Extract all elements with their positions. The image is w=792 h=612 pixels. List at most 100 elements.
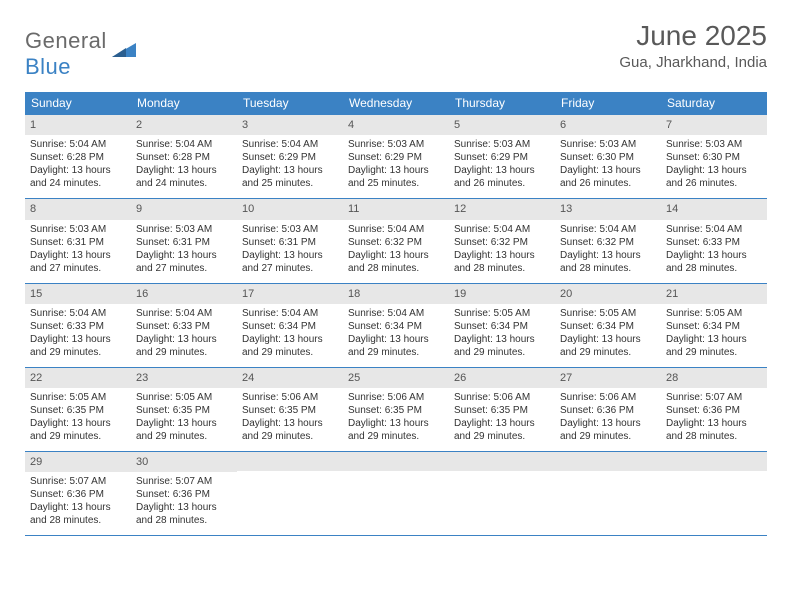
sunset-text: Sunset: 6:30 PM: [560, 151, 656, 164]
sunset-text: Sunset: 6:36 PM: [560, 404, 656, 417]
daylight-text: Daylight: 13 hours and 28 minutes.: [136, 501, 232, 527]
weekday-header: Monday: [131, 92, 237, 114]
sunset-text: Sunset: 6:35 PM: [242, 404, 338, 417]
day-number: 23: [131, 368, 237, 388]
day-number: 11: [343, 199, 449, 219]
sunset-text: Sunset: 6:28 PM: [136, 151, 232, 164]
sunrise-text: Sunrise: 5:04 AM: [666, 223, 762, 236]
sunset-text: Sunset: 6:33 PM: [30, 320, 126, 333]
sunrise-text: Sunrise: 5:07 AM: [30, 475, 126, 488]
weekday-header-row: SundayMondayTuesdayWednesdayThursdayFrid…: [25, 92, 767, 114]
daylight-text: Daylight: 13 hours and 29 minutes.: [560, 333, 656, 359]
day-number: 30: [131, 452, 237, 472]
weekday-header: Tuesday: [237, 92, 343, 114]
day-cell: 22Sunrise: 5:05 AMSunset: 6:35 PMDayligh…: [25, 368, 131, 451]
day-body: Sunrise: 5:03 AMSunset: 6:29 PMDaylight:…: [449, 135, 555, 198]
week-row: 22Sunrise: 5:05 AMSunset: 6:35 PMDayligh…: [25, 367, 767, 451]
daylight-text: Daylight: 13 hours and 28 minutes.: [560, 249, 656, 275]
day-body: Sunrise: 5:03 AMSunset: 6:31 PMDaylight:…: [131, 220, 237, 283]
day-body: Sunrise: 5:05 AMSunset: 6:34 PMDaylight:…: [661, 304, 767, 367]
day-cell: 24Sunrise: 5:06 AMSunset: 6:35 PMDayligh…: [237, 368, 343, 451]
logo: General Blue: [25, 28, 136, 80]
day-number: 13: [555, 199, 661, 219]
logo-text-blue: Blue: [25, 54, 71, 79]
empty-day-header: [343, 452, 449, 471]
sunset-text: Sunset: 6:35 PM: [348, 404, 444, 417]
sunset-text: Sunset: 6:33 PM: [136, 320, 232, 333]
day-number: 28: [661, 368, 767, 388]
day-cell: 5Sunrise: 5:03 AMSunset: 6:29 PMDaylight…: [449, 115, 555, 198]
day-cell: 18Sunrise: 5:04 AMSunset: 6:34 PMDayligh…: [343, 284, 449, 367]
daylight-text: Daylight: 13 hours and 29 minutes.: [666, 333, 762, 359]
daylight-text: Daylight: 13 hours and 29 minutes.: [30, 417, 126, 443]
sunset-text: Sunset: 6:34 PM: [348, 320, 444, 333]
daylight-text: Daylight: 13 hours and 29 minutes.: [560, 417, 656, 443]
day-body: Sunrise: 5:03 AMSunset: 6:30 PMDaylight:…: [555, 135, 661, 198]
sunrise-text: Sunrise: 5:03 AM: [136, 223, 232, 236]
empty-day-header: [661, 452, 767, 471]
month-title: June 2025: [619, 20, 767, 52]
sunrise-text: Sunrise: 5:04 AM: [30, 138, 126, 151]
day-body: Sunrise: 5:04 AMSunset: 6:33 PMDaylight:…: [661, 220, 767, 283]
sunset-text: Sunset: 6:29 PM: [348, 151, 444, 164]
day-body: Sunrise: 5:07 AMSunset: 6:36 PMDaylight:…: [131, 472, 237, 535]
day-number: 27: [555, 368, 661, 388]
day-number: 18: [343, 284, 449, 304]
day-body: Sunrise: 5:05 AMSunset: 6:34 PMDaylight:…: [555, 304, 661, 367]
day-body: Sunrise: 5:03 AMSunset: 6:30 PMDaylight:…: [661, 135, 767, 198]
day-cell: [343, 452, 449, 535]
daylight-text: Daylight: 13 hours and 25 minutes.: [348, 164, 444, 190]
sunset-text: Sunset: 6:31 PM: [30, 236, 126, 249]
day-body: Sunrise: 5:04 AMSunset: 6:33 PMDaylight:…: [25, 304, 131, 367]
sunrise-text: Sunrise: 5:04 AM: [136, 307, 232, 320]
weekday-header: Thursday: [449, 92, 555, 114]
day-number: 4: [343, 115, 449, 135]
daylight-text: Daylight: 13 hours and 27 minutes.: [242, 249, 338, 275]
sunset-text: Sunset: 6:35 PM: [30, 404, 126, 417]
sunrise-text: Sunrise: 5:03 AM: [348, 138, 444, 151]
day-cell: 14Sunrise: 5:04 AMSunset: 6:33 PMDayligh…: [661, 199, 767, 282]
daylight-text: Daylight: 13 hours and 29 minutes.: [136, 333, 232, 359]
day-cell: 28Sunrise: 5:07 AMSunset: 6:36 PMDayligh…: [661, 368, 767, 451]
empty-day-header: [555, 452, 661, 471]
day-cell: 2Sunrise: 5:04 AMSunset: 6:28 PMDaylight…: [131, 115, 237, 198]
day-body: Sunrise: 5:04 AMSunset: 6:32 PMDaylight:…: [343, 220, 449, 283]
sunset-text: Sunset: 6:36 PM: [666, 404, 762, 417]
day-body: Sunrise: 5:06 AMSunset: 6:35 PMDaylight:…: [237, 388, 343, 451]
sunset-text: Sunset: 6:33 PM: [666, 236, 762, 249]
day-cell: 21Sunrise: 5:05 AMSunset: 6:34 PMDayligh…: [661, 284, 767, 367]
daylight-text: Daylight: 13 hours and 26 minutes.: [560, 164, 656, 190]
day-body: Sunrise: 5:04 AMSunset: 6:34 PMDaylight:…: [343, 304, 449, 367]
day-number: 21: [661, 284, 767, 304]
daylight-text: Daylight: 13 hours and 28 minutes.: [454, 249, 550, 275]
daylight-text: Daylight: 13 hours and 24 minutes.: [136, 164, 232, 190]
empty-day-header: [237, 452, 343, 471]
sunset-text: Sunset: 6:29 PM: [454, 151, 550, 164]
daylight-text: Daylight: 13 hours and 29 minutes.: [242, 417, 338, 443]
day-body: Sunrise: 5:03 AMSunset: 6:31 PMDaylight:…: [237, 220, 343, 283]
day-cell: 13Sunrise: 5:04 AMSunset: 6:32 PMDayligh…: [555, 199, 661, 282]
day-body: Sunrise: 5:04 AMSunset: 6:32 PMDaylight:…: [555, 220, 661, 283]
logo-triangle-icon: [112, 39, 136, 57]
day-body: Sunrise: 5:06 AMSunset: 6:35 PMDaylight:…: [449, 388, 555, 451]
day-cell: 12Sunrise: 5:04 AMSunset: 6:32 PMDayligh…: [449, 199, 555, 282]
day-cell: 30Sunrise: 5:07 AMSunset: 6:36 PMDayligh…: [131, 452, 237, 535]
day-body: Sunrise: 5:04 AMSunset: 6:32 PMDaylight:…: [449, 220, 555, 283]
sunset-text: Sunset: 6:35 PM: [136, 404, 232, 417]
day-body: Sunrise: 5:04 AMSunset: 6:28 PMDaylight:…: [131, 135, 237, 198]
sunrise-text: Sunrise: 5:04 AM: [242, 307, 338, 320]
sunrise-text: Sunrise: 5:03 AM: [454, 138, 550, 151]
day-number: 1: [25, 115, 131, 135]
day-cell: 3Sunrise: 5:04 AMSunset: 6:29 PMDaylight…: [237, 115, 343, 198]
day-cell: 4 Sunrise: 5:03 AMSunset: 6:29 PMDaylight…: [343, 115, 449, 198]
daylight-text: Daylight: 13 hours and 29 minutes.: [136, 417, 232, 443]
sunrise-text: Sunrise: 5:06 AM: [242, 391, 338, 404]
weekday-header: Friday: [555, 92, 661, 114]
sunset-text: Sunset: 6:31 PM: [136, 236, 232, 249]
sunrise-text: Sunrise: 5:03 AM: [560, 138, 656, 151]
sunset-text: Sunset: 6:34 PM: [454, 320, 550, 333]
day-number: 17: [237, 284, 343, 304]
sunrise-text: Sunrise: 5:05 AM: [136, 391, 232, 404]
day-number: 10: [237, 199, 343, 219]
sunrise-text: Sunrise: 5:06 AM: [560, 391, 656, 404]
